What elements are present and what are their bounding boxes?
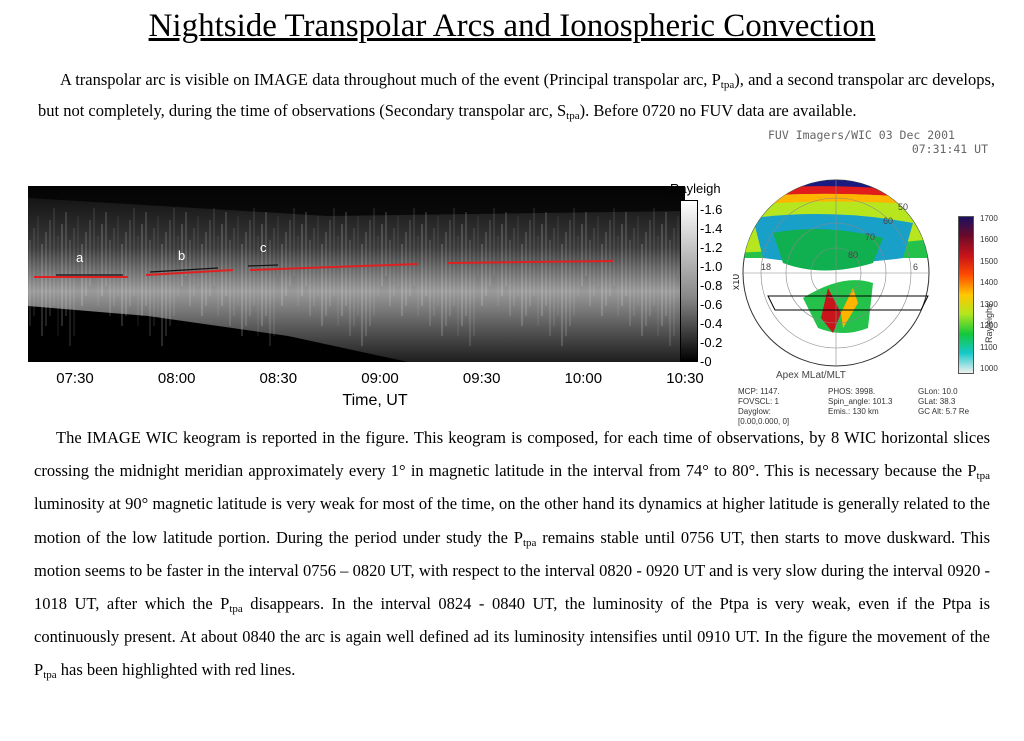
intro-paragraph: A transpolar arc is visible on IMAGE dat…	[38, 70, 995, 122]
colorbar-tick-label: -0	[700, 354, 712, 369]
info-row: [0.00,0.000, 0]	[738, 417, 1018, 427]
info-cell: GC Alt: 5.7 Re	[918, 407, 970, 416]
colorbar-tick-label: -1.2	[700, 240, 723, 255]
info-cell: Emis.: 130 km	[828, 407, 879, 416]
segment-label-b: b	[178, 248, 186, 263]
info-row: Dayglow: Emis.: 130 km GC Alt: 5.7 Re	[738, 407, 1018, 417]
keogram-description-paragraph: The IMAGE WIC keogram is reported in the…	[34, 428, 990, 682]
time-tick-label: 08:00	[157, 370, 196, 387]
info-cell: MCP: 1147.	[738, 387, 780, 396]
page-title: Nightside Transpolar Arcs and Ionospheri…	[148, 8, 876, 44]
colorbar-tick-label: -0.8	[700, 278, 723, 293]
segment-label-c: c	[260, 240, 267, 255]
polar-colorbar-tick: 1600	[980, 235, 998, 245]
lat-label-80: 80	[848, 250, 858, 260]
time-axis-ticks: 07:30 08:00 08:30 09:00 09:30 10:00 10:30	[20, 370, 720, 390]
colorbar-tick-label: -1.0	[700, 259, 723, 274]
time-axis-label: Time, UT	[342, 392, 408, 409]
info-cell: GLon: 10.0	[918, 387, 958, 396]
mlt-label-18: 18	[761, 262, 771, 272]
arc-highlight-lines	[34, 260, 614, 278]
segment-label-a: a	[76, 250, 84, 265]
polar-colorbar-tick: 1300	[980, 299, 998, 309]
lat-label-50: 50	[898, 202, 908, 212]
instrument-info: MCP: 1147. PHOS: 3998. GLon: 10.0 FOVSCL: 1…	[738, 387, 1018, 427]
time-tick-label: 10:30	[666, 370, 704, 387]
colorbar-tick-label: -0.6	[700, 297, 723, 312]
lat-label-70: 70	[865, 232, 875, 242]
info-cell: FOVSCL: 1	[738, 397, 779, 406]
colorbar-tick-label: -0.4	[700, 316, 723, 331]
info-cell: [0.00,0.000, 0]	[738, 417, 790, 426]
polar-colorbar-tick: 1500	[980, 256, 998, 266]
time-tick-label: 08:30	[259, 370, 298, 387]
keogram-image	[28, 186, 685, 362]
info-cell: GLat: 38.3	[918, 397, 956, 406]
polar-colorbar-label: Rayleighs	[984, 303, 994, 343]
info-cell: Dayglow:	[738, 407, 771, 416]
info-row: MCP: 1147. PHOS: 3998. GLon: 10.0	[738, 387, 1018, 397]
colorbar-tick-label: -1.4	[700, 221, 723, 236]
time-tick-label: 09:30	[462, 370, 501, 387]
polar-image-figure: FUV Imagers/WIC 03 Dec 2001 07:31:41 UT	[733, 128, 1023, 428]
colorbar-title: Rayleigh	[670, 181, 721, 196]
colorbar-tick-label: -1.6	[700, 202, 723, 217]
polar-colorbar-tick: 1700	[980, 214, 998, 223]
scale-label: x10	[733, 273, 742, 290]
polar-colorbar	[958, 216, 974, 374]
polar-plot: 50 60 70 80 18 6 x10	[733, 179, 930, 367]
info-row: FOVSCL: 1 Spin_angle: 101.3 GLat: 38.3	[738, 397, 1018, 407]
info-cell: Spin_angle: 101.3	[828, 397, 893, 406]
fuv-header: FUV Imagers/WIC 03 Dec 2001 07:31:41 UT	[768, 128, 988, 156]
time-tick-label: 07:30	[56, 370, 94, 387]
keogram-figure: a b c Rayleigh -1.6 -1.4 -1.2 -1.0 -0.8 -0.6 -…	[20, 178, 723, 418]
time-tick-label: 09:00	[361, 370, 399, 387]
polar-colorbar-tick: 1400	[980, 278, 998, 288]
polar-colorbar-tick: 1000	[980, 364, 998, 373]
colorbar-tick-label: -0.2	[700, 335, 723, 350]
keogram-svg	[28, 186, 685, 362]
lat-label-60: 60	[883, 216, 893, 226]
apex-label: Apex MLat/MLT	[776, 370, 846, 381]
mlt-label-6: 6	[913, 262, 918, 272]
polar-colorbar-tick: 1200	[980, 321, 998, 331]
polar-colorbar-tick: 1100	[980, 342, 998, 352]
time-tick-label: 10:00	[564, 370, 603, 387]
info-cell: PHOS: 3998.	[828, 387, 876, 396]
keogram-colorbar	[680, 200, 698, 362]
